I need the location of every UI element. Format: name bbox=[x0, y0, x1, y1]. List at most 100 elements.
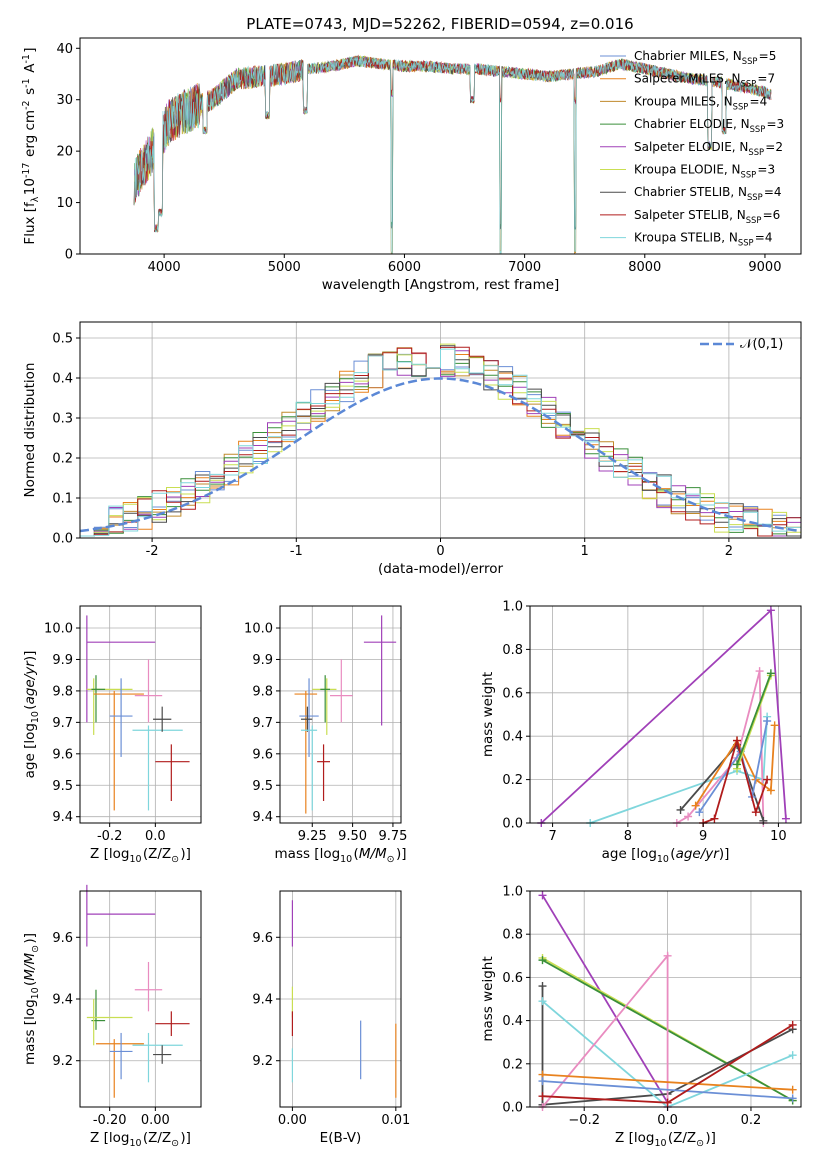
y-tick-label: 10 bbox=[56, 196, 73, 211]
y-tick-label: 9.4 bbox=[52, 993, 73, 1008]
spectrum-series-group bbox=[133, 54, 772, 255]
legend-label: Kroupa MILES, NSSP =4 bbox=[634, 94, 767, 111]
x-tick-label: 5000 bbox=[268, 260, 301, 275]
plus-marker bbox=[538, 1092, 547, 1101]
x-tick-label: 9.75 bbox=[378, 829, 407, 844]
x-tick-label: 4000 bbox=[148, 260, 181, 275]
points-group bbox=[291, 900, 397, 1098]
x-tick-label: 9.25 bbox=[298, 829, 327, 844]
plus-marker bbox=[710, 814, 719, 823]
legend-label: Chabrier MILES, NSSP =5 bbox=[634, 49, 776, 66]
y-tick-label: 9.5 bbox=[252, 779, 273, 794]
axes-frame bbox=[529, 605, 802, 824]
y-tick-label: 0.2 bbox=[52, 452, 73, 467]
plus-marker bbox=[676, 805, 685, 814]
y-axis-label: mass weight bbox=[480, 672, 496, 757]
plus-marker bbox=[755, 667, 764, 676]
x-axis-label: (data-model)/error bbox=[378, 561, 504, 577]
y-axis-label: Flux [fλ 10-17 erg cm-2 s-1 A-1 ] bbox=[21, 47, 41, 244]
y-tick-label: 20 bbox=[56, 145, 73, 160]
x-tick-label: 0.2 bbox=[741, 1113, 762, 1128]
weight-line bbox=[736, 672, 772, 765]
y-tick-label: 9.4 bbox=[252, 810, 273, 825]
x-axis-label: mass [log10 (M/M⊙ )] bbox=[275, 846, 407, 865]
plus-marker bbox=[766, 786, 775, 795]
y-tick-label: 0.4 bbox=[502, 1014, 523, 1029]
points-group bbox=[86, 615, 190, 811]
plus-marker bbox=[538, 891, 547, 900]
x-tick-label: 0.00 bbox=[278, 1113, 307, 1128]
legend-label: Chabrier STELIB, NSSP =4 bbox=[634, 185, 782, 202]
plus-marker bbox=[538, 1077, 547, 1086]
y-tick-label: 9.2 bbox=[52, 1054, 73, 1069]
y-tick-label: 9.6 bbox=[52, 931, 73, 946]
plus-marker bbox=[695, 808, 704, 817]
legend-label: Salpeter ELODIE, NSSP =2 bbox=[634, 140, 783, 157]
y-tick-label: 0 bbox=[65, 248, 73, 263]
plus-marker bbox=[788, 1085, 797, 1094]
x-tick-label: -0.20 bbox=[93, 1113, 127, 1128]
mass-vs-extinction-panel: 0.00 0.01 9.2 9.4 9.6 E(B-V) bbox=[252, 890, 410, 1146]
x-axis-label: E(B-V) bbox=[320, 1130, 362, 1146]
plus-marker bbox=[788, 1051, 797, 1060]
y-tick-label: 0.4 bbox=[502, 730, 523, 745]
series-group bbox=[537, 606, 790, 827]
plus-marker bbox=[538, 997, 547, 1006]
plus-marker bbox=[733, 760, 742, 769]
gaussian-curve bbox=[79, 377, 802, 533]
y-tick-label: 10.0 bbox=[44, 622, 73, 637]
y-axis-label: mass [log10 (M/M⊙ )] bbox=[22, 933, 41, 1065]
points-group bbox=[86, 884, 190, 1098]
y-tick-label: 9.6 bbox=[252, 747, 273, 762]
x-tick-label: -0.2 bbox=[97, 829, 122, 844]
histogram-group bbox=[80, 343, 801, 537]
y-tick-label: 9.6 bbox=[252, 931, 273, 946]
weight-vs-age-panel: 7 8 9 10 0.0 0.2 0.4 0.6 0.8 1.0 age [log10 (age/y… bbox=[480, 600, 802, 865]
y-tick-label: 0.4 bbox=[52, 372, 73, 387]
y-tick-label: 9.9 bbox=[52, 653, 73, 668]
y-tick-label: 40 bbox=[56, 42, 73, 57]
y-tick-label: 1.0 bbox=[502, 885, 523, 900]
plus-marker bbox=[763, 717, 772, 726]
axes-frame bbox=[279, 605, 402, 824]
y-tick-label: 0.3 bbox=[52, 412, 73, 427]
weight-line bbox=[542, 1080, 793, 1100]
mass-vs-metallicity-panel: -0.20 0.00 9.2 9.4 9.6 Z [log10 (Z/Z⊙ )] mass … bbox=[22, 884, 202, 1149]
plus-marker bbox=[770, 721, 779, 730]
y-tick-label: 0.8 bbox=[502, 643, 523, 658]
x-axis-label: Z [log10 (Z/Z⊙ )] bbox=[90, 1130, 191, 1149]
y-tick-label: 0.1 bbox=[52, 492, 73, 507]
x-tick-label: 0 bbox=[436, 544, 444, 559]
histogram-step bbox=[80, 346, 801, 537]
y-axis-label: Normed distribution bbox=[22, 363, 38, 498]
spectrum-line bbox=[133, 56, 772, 255]
y-tick-label: 10.0 bbox=[244, 622, 273, 637]
plus-marker bbox=[788, 1020, 797, 1029]
axes-frame bbox=[79, 37, 802, 255]
weight-vs-metallicity-panel: −0.2 0.0 0.2 0.0 0.2 0.4 0.6 0.8 1.0 Z [log10 (Z/… bbox=[480, 885, 802, 1149]
x-tick-label: 2 bbox=[725, 544, 733, 559]
y-tick-label: 9.9 bbox=[252, 653, 273, 668]
x-tick-label: -1 bbox=[290, 544, 303, 559]
age-vs-metallicity-panel: -0.2 0.0 9.4 9.5 9.6 9.7 9.8 9.9 10.0 Z [log10 (Z… bbox=[22, 605, 202, 865]
x-axis-label: Z [log10 (Z/Z⊙ )] bbox=[90, 846, 191, 865]
legend-label: Kroupa ELODIE, NSSP =3 bbox=[634, 163, 775, 180]
x-axis-label: age [log10 (age/yr)] bbox=[602, 846, 730, 865]
axes-frame bbox=[529, 890, 802, 1108]
plus-marker bbox=[538, 956, 547, 965]
figure-title: PLATE=0743, MJD=52262, FIBERID=0594, z=0… bbox=[246, 15, 633, 33]
histogram-step bbox=[80, 350, 801, 537]
points-group bbox=[294, 615, 397, 814]
y-tick-label: 30 bbox=[56, 93, 73, 108]
x-tick-label: 0.0 bbox=[657, 1113, 678, 1128]
plus-marker bbox=[788, 1094, 797, 1103]
plus-marker bbox=[663, 1098, 672, 1107]
y-tick-label: 9.7 bbox=[52, 716, 73, 731]
x-tick-label: 0.01 bbox=[381, 1113, 410, 1128]
x-tick-label: 0.00 bbox=[141, 1113, 170, 1128]
axes-frame bbox=[79, 605, 202, 824]
x-tick-label: 9000 bbox=[748, 260, 781, 275]
y-tick-label: 9.4 bbox=[252, 993, 273, 1008]
x-tick-label: 10 bbox=[770, 829, 787, 844]
y-tick-label: 9.4 bbox=[52, 810, 73, 825]
